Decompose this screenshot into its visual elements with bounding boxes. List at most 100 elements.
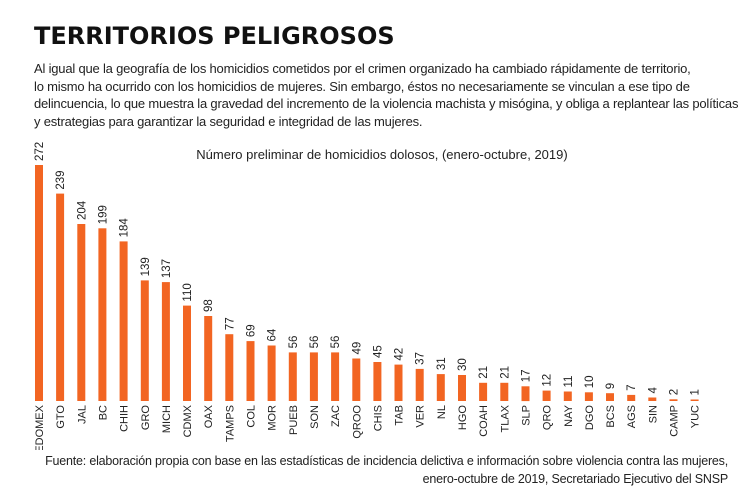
- value-label: 139: [140, 257, 152, 276]
- bar-tamps: [225, 334, 234, 401]
- value-label: 56: [288, 336, 300, 349]
- bar-edomex: [35, 165, 43, 401]
- category-label: SIN: [647, 405, 659, 423]
- category-label: OAX: [203, 404, 215, 428]
- bar-ags: [627, 394, 636, 401]
- category-label: YUC: [690, 405, 702, 428]
- category-label: SON: [309, 405, 321, 429]
- bar-tlax: [500, 382, 509, 401]
- intro-line: lo mismo ha ocurrido con los homicidios …: [34, 78, 690, 94]
- category-label: COL: [246, 405, 258, 428]
- value-label: 56: [309, 336, 321, 349]
- value-label: 37: [415, 352, 427, 365]
- value-label: 10: [584, 376, 596, 389]
- value-label: 12: [542, 374, 554, 387]
- intro-line: Al igual que la geografía de los homicid…: [34, 61, 691, 76]
- value-label: 11: [563, 376, 575, 388]
- value-label: 42: [394, 348, 406, 361]
- chart-title: Número preliminar de homicidios dolosos,…: [196, 147, 567, 162]
- category-label: MOR: [267, 405, 279, 431]
- category-label: JAL: [76, 405, 88, 424]
- value-label: 9: [605, 383, 617, 389]
- bar-qroo: [352, 358, 361, 401]
- bar-ver: [415, 368, 424, 401]
- source-line: enero-octubre de 2019, Secretariado Ejec…: [422, 472, 729, 486]
- value-label: 98: [203, 299, 215, 312]
- bar-nl: [436, 374, 445, 401]
- value-label: 77: [224, 317, 236, 330]
- value-label: 110: [182, 283, 194, 301]
- source-line: Fuente: elaboración propia con base en l…: [45, 454, 728, 468]
- value-label: 2: [669, 389, 681, 395]
- value-label: 21: [499, 366, 511, 379]
- bar-zac: [331, 352, 340, 401]
- bar-col: [246, 341, 255, 401]
- bar-slp: [521, 386, 530, 402]
- category-label: GTO: [55, 405, 67, 429]
- value-label: 30: [457, 358, 469, 371]
- value-label: 64: [267, 328, 279, 341]
- value-label: 1: [690, 389, 702, 395]
- value-label: 31: [436, 357, 448, 370]
- bar-bc: [98, 228, 107, 401]
- bar-qro: [542, 390, 551, 401]
- bar-oax: [204, 316, 213, 401]
- category-label: NAY: [563, 404, 575, 426]
- bar-dgo: [584, 392, 593, 401]
- value-label: 239: [55, 170, 67, 189]
- intro-line: delincuencia, lo que muestra la gravedad…: [34, 96, 739, 111]
- bar-gto: [56, 193, 65, 401]
- value-label: 184: [119, 218, 131, 238]
- value-label: 45: [372, 345, 384, 358]
- value-label: 4: [647, 387, 659, 394]
- value-label: 272: [34, 142, 46, 161]
- headline: TERRITORIOS PELIGROSOS: [34, 22, 395, 50]
- category-label: HGO: [457, 405, 469, 431]
- category-label: NL: [436, 405, 448, 419]
- bar-sin: [648, 397, 657, 401]
- bars-group: 272 EDOMEX 239 GTO 204 JAL 199 BC 184 CHIH 139 GRO 1…: [34, 142, 702, 450]
- bar-hgo: [458, 375, 466, 401]
- bar-chis: [373, 362, 382, 401]
- category-label: CDMX: [182, 404, 194, 437]
- category-label: TAB: [394, 405, 406, 426]
- value-label: 137: [161, 259, 173, 278]
- category-label: TLAX: [499, 404, 511, 432]
- value-label: 204: [76, 200, 88, 220]
- bar-coah: [479, 382, 488, 401]
- bar-camp: [669, 399, 678, 401]
- bar-pueb: [288, 352, 297, 401]
- category-label: COAH: [478, 405, 490, 437]
- bar-cdmx: [183, 305, 191, 401]
- category-label: TAMPS: [224, 405, 236, 442]
- category-label: GRO: [140, 405, 152, 431]
- category-label: QROO: [351, 405, 363, 439]
- intro-text: Al igual que la geografía de los homicid…: [34, 60, 739, 130]
- bar-nay: [563, 391, 572, 401]
- category-label: VER: [415, 405, 427, 428]
- bar-mich: [161, 282, 170, 401]
- category-label: QRO: [542, 405, 554, 431]
- bar-yuc: [690, 399, 699, 401]
- category-label: SLP: [521, 405, 533, 426]
- category-label: CAMP: [669, 405, 681, 437]
- value-label: 21: [478, 366, 490, 379]
- bar-jal: [77, 224, 86, 401]
- value-label: 69: [246, 324, 258, 337]
- category-label: MICH: [161, 405, 173, 433]
- bar-chih: [119, 241, 128, 401]
- bar-bcs: [606, 393, 614, 401]
- value-label: 7: [626, 384, 638, 390]
- category-label: BCS: [605, 405, 617, 428]
- category-label: CHIS: [372, 405, 384, 431]
- category-label: BC: [97, 405, 109, 420]
- category-label: ZAC: [330, 405, 342, 427]
- value-label: 199: [97, 205, 109, 224]
- bar-son: [309, 352, 318, 401]
- bar-chart: Número preliminar de homicidios dolosos,…: [34, 142, 702, 450]
- value-label: 49: [351, 342, 363, 355]
- source-note: Fuente: elaboración propia con base en l…: [45, 452, 728, 488]
- category-label: EDOMEX: [34, 404, 46, 450]
- value-label: 17: [521, 370, 533, 383]
- bar-mor: [267, 345, 276, 401]
